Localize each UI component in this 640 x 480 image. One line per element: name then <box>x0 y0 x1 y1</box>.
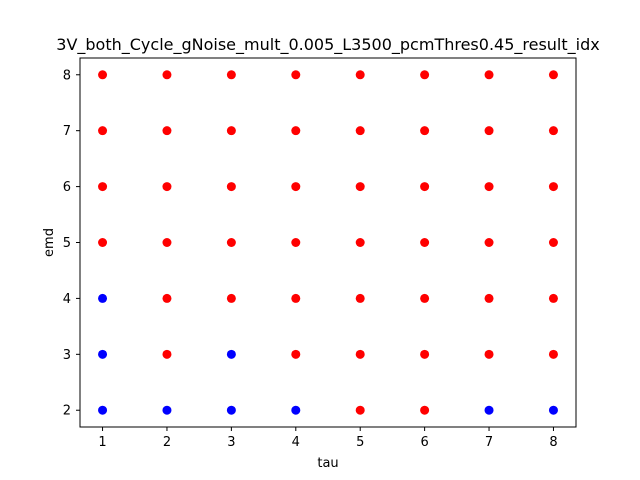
scatter-point <box>355 238 365 247</box>
scatter-point <box>226 238 236 247</box>
scatter-point <box>98 238 108 247</box>
scatter-point <box>162 293 172 303</box>
y-tick-label: 3 <box>63 348 71 363</box>
scatter-point <box>548 293 558 303</box>
scatter-point <box>226 126 236 136</box>
scatter-point <box>420 126 430 136</box>
scatter-point <box>420 70 430 80</box>
scatter-point <box>226 70 236 80</box>
x-tick-label: 6 <box>420 435 428 450</box>
scatter-point <box>484 126 494 136</box>
scatter-point <box>98 349 108 359</box>
scatter-point <box>98 293 108 303</box>
scatter-point <box>355 182 365 192</box>
scatter-point <box>162 182 172 192</box>
scatter-point <box>548 349 558 359</box>
scatter-point <box>420 349 430 359</box>
y-tick-label: 4 <box>63 292 71 307</box>
scatter-point <box>98 70 108 80</box>
x-tick-label: 3 <box>227 435 235 450</box>
y-axis-ticks: 2 3 4 5 6 7 8 <box>63 68 80 419</box>
scatter-point <box>548 405 558 415</box>
scatter-point <box>484 238 494 247</box>
x-tick-label: 1 <box>98 435 106 450</box>
scatter-point <box>355 349 365 359</box>
scatter-point <box>355 293 365 303</box>
y-tick-label: 7 <box>63 124 71 139</box>
scatter-point <box>226 293 236 303</box>
scatter-point <box>355 126 365 136</box>
scatter-point <box>291 293 301 303</box>
scatter-point <box>484 349 494 359</box>
chart-title: 3V_both_Cycle_gNoise_mult_0.005_L3500_pc… <box>56 35 599 55</box>
data-points <box>98 70 558 415</box>
x-tick-label: 2 <box>163 435 171 450</box>
scatter-point <box>291 126 301 136</box>
scatter-point <box>98 405 108 415</box>
scatter-point <box>98 182 108 192</box>
scatter-point <box>420 293 430 303</box>
scatter-point <box>291 70 301 80</box>
scatter-point <box>355 70 365 80</box>
scatter-point <box>548 182 558 192</box>
scatter-point <box>420 405 430 415</box>
scatter-point <box>355 405 365 415</box>
scatter-point <box>162 70 172 80</box>
scatter-point <box>162 126 172 136</box>
y-tick-label: 6 <box>63 180 71 195</box>
scatter-point <box>484 293 494 303</box>
scatter-point <box>484 182 494 192</box>
plot-area <box>80 58 576 427</box>
scatter-point <box>226 405 236 415</box>
scatter-point <box>226 349 236 359</box>
y-tick-label: 2 <box>63 404 71 419</box>
scatter-point <box>162 349 172 359</box>
y-tick-label: 5 <box>63 236 71 251</box>
scatter-point <box>162 405 172 415</box>
scatter-point <box>291 182 301 192</box>
scatter-point <box>548 238 558 247</box>
x-tick-label: 7 <box>485 435 493 450</box>
x-tick-label: 8 <box>549 435 557 450</box>
scatter-point <box>291 349 301 359</box>
x-tick-label: 4 <box>292 435 300 450</box>
x-axis-ticks: 1 2 3 4 5 6 7 8 <box>98 427 558 450</box>
scatter-point <box>162 238 172 247</box>
x-axis-label: tau <box>317 456 338 471</box>
scatter-point <box>548 70 558 80</box>
x-tick-label: 5 <box>356 435 364 450</box>
scatter-point <box>548 126 558 136</box>
scatter-point <box>484 70 494 80</box>
scatter-point <box>291 238 301 247</box>
scatter-point <box>420 238 430 247</box>
scatter-point <box>226 182 236 192</box>
scatter-point <box>98 126 108 136</box>
scatter-point <box>420 182 430 192</box>
scatter-point <box>291 405 301 415</box>
scatter-point <box>484 405 494 415</box>
y-axis-label: emd <box>42 228 57 257</box>
y-tick-label: 8 <box>63 68 71 83</box>
